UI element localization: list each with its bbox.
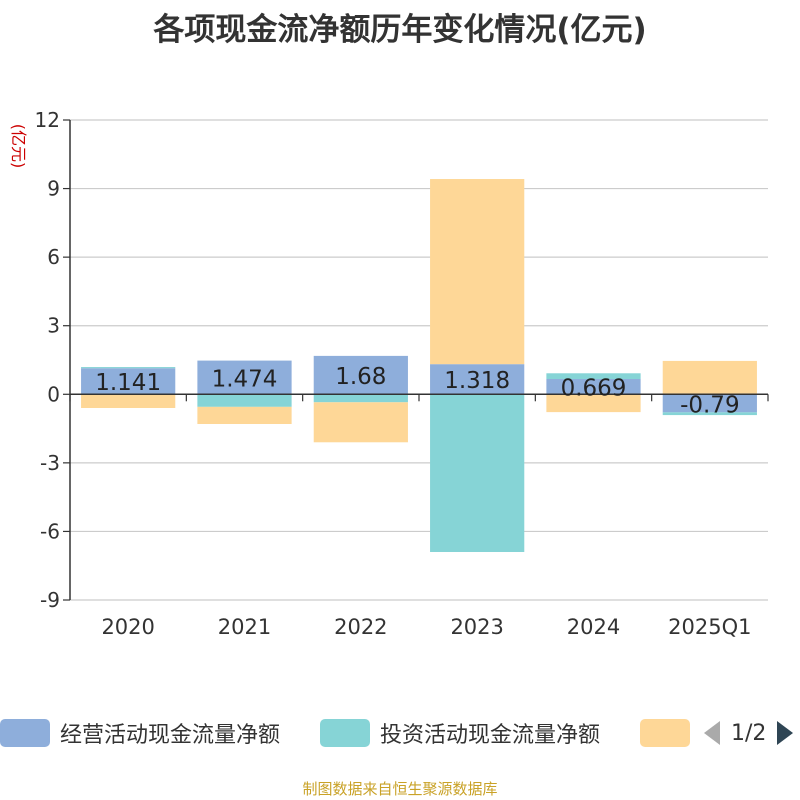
axes: 12 9 6 3 0 -3 -6 -9 2020 2021 2022 2023 2024 2025Q1	[35, 108, 769, 639]
legend-pager: 1/2	[702, 716, 795, 750]
y-tick-label: 12	[35, 108, 60, 132]
bar-2024-series-0[interactable]	[546, 378, 641, 395]
legend-item-financing[interactable]	[640, 716, 700, 750]
bars	[81, 179, 757, 552]
legend-item-investing[interactable]: 投资活动现金流量净额	[320, 716, 600, 750]
bar-2023-series-1[interactable]	[430, 394, 525, 552]
x-tick-label: 2025Q1	[668, 615, 751, 639]
y-axis-label: (亿元)	[9, 124, 28, 169]
legend-swatch-investing	[320, 719, 370, 747]
source-note: 制图数据来自恒生聚源数据库	[302, 780, 498, 798]
pager-next-icon[interactable]	[775, 719, 795, 747]
data-label-2020: 1.141	[95, 370, 161, 396]
data-label-2025Q1: -0.79	[680, 392, 740, 418]
legend-label-operating: 经营活动现金流量净额	[60, 723, 281, 748]
data-labels: 1.141 1.474 1.68 1.318 0.669 -0.79	[95, 364, 739, 418]
bar-2022-series-0[interactable]	[313, 355, 408, 395]
data-label-2024: 0.669	[561, 376, 627, 402]
y-tick-label: -3	[40, 451, 60, 475]
x-tick-label: 2023	[450, 615, 503, 639]
legend-swatch-financing	[640, 719, 690, 747]
bar-2025Q1-series-2[interactable]	[662, 360, 757, 395]
pager-text: 1/2	[731, 720, 767, 746]
bar-2021-series-1[interactable]	[197, 394, 292, 407]
bar-2021-series-2[interactable]	[197, 406, 292, 424]
legend-item-operating[interactable]: 经营活动现金流量净额	[0, 716, 280, 750]
y-tick-label: 3	[47, 314, 60, 338]
bar-2023-series-2[interactable]	[430, 179, 525, 365]
bar-2025Q1-series-0[interactable]	[662, 394, 757, 413]
y-tick-label: -6	[40, 519, 60, 543]
bar-2020-series-2[interactable]	[81, 394, 176, 408]
y-tick-label: 9	[47, 177, 60, 201]
x-tick-label: 2022	[334, 615, 387, 639]
legend-swatch-operating	[0, 719, 50, 747]
bar-2023-series-0[interactable]	[430, 364, 525, 395]
bar-2022-series-1[interactable]	[313, 394, 408, 403]
bar-2020-series-1[interactable]	[81, 367, 176, 369]
grid-lines	[70, 119, 768, 601]
bar-2022-series-2[interactable]	[313, 402, 408, 443]
data-label-2021: 1.474	[212, 366, 278, 392]
bar-2024-series-2[interactable]	[546, 394, 641, 413]
bar-2020-series-0[interactable]	[81, 368, 176, 395]
data-label-2022: 1.68	[335, 364, 386, 390]
x-tick-label: 2020	[101, 615, 154, 639]
y-tick-label: -9	[40, 588, 60, 612]
x-tick-label: 2024	[567, 615, 620, 639]
bar-2024-series-1[interactable]	[546, 373, 641, 379]
pager-prev-icon[interactable]	[702, 719, 722, 747]
data-label-2023: 1.318	[444, 368, 510, 394]
chart-title: 各项现金流净额历年变化情况(亿元)	[153, 12, 647, 48]
y-tick-label: 0	[47, 382, 60, 406]
bar-2025Q1-series-1[interactable]	[662, 412, 757, 416]
bar-2021-series-0[interactable]	[197, 360, 292, 395]
y-tick-label: 6	[47, 245, 60, 269]
x-tick-label: 2021	[218, 615, 271, 639]
legend-label-investing: 投资活动现金流量净额	[380, 723, 601, 748]
